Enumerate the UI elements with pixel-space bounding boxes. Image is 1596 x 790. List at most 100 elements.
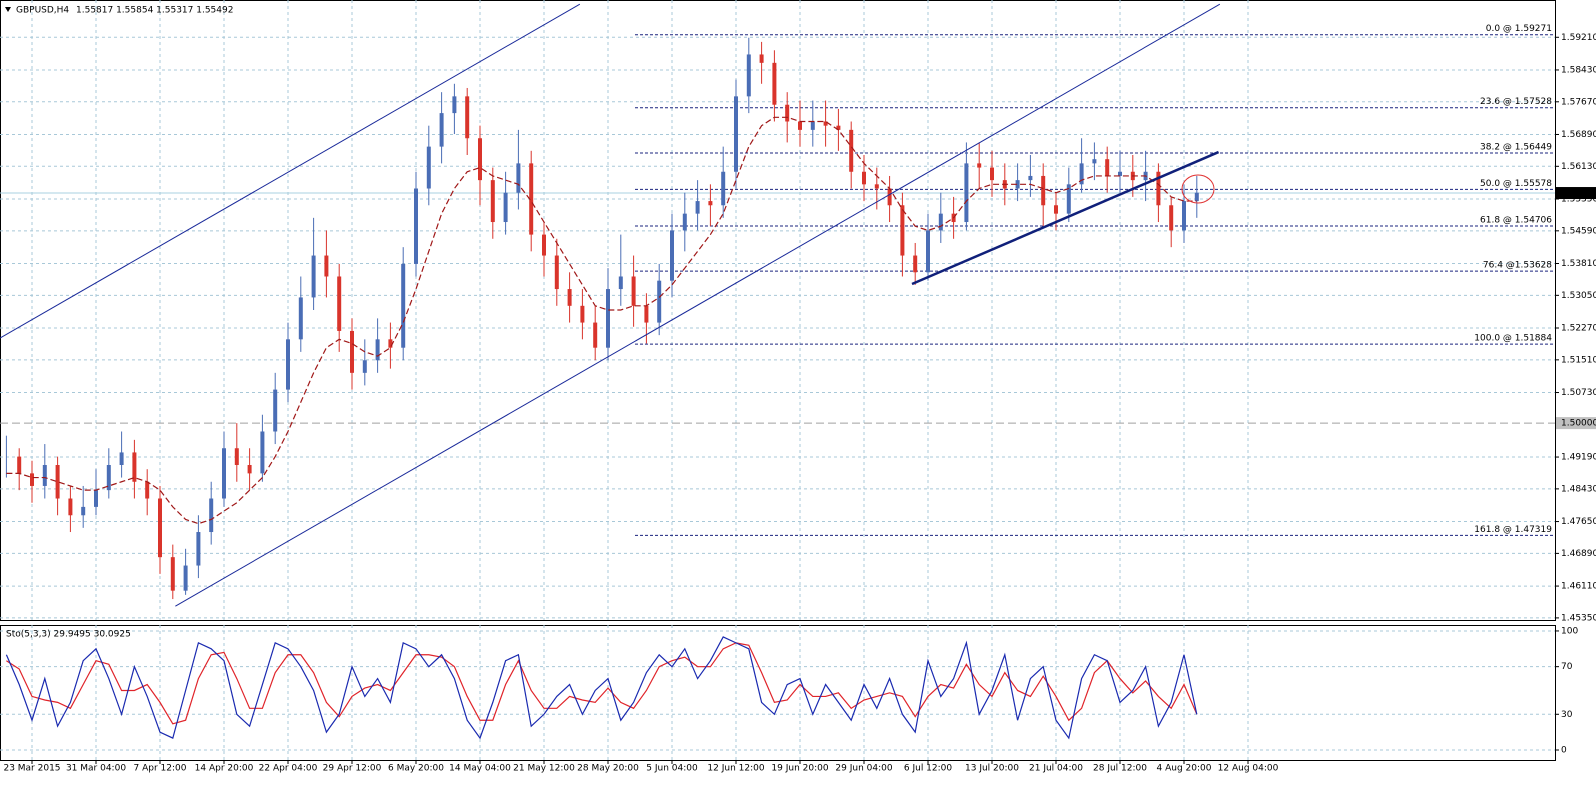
fib-label: 61.8 @ 1.54706 — [1480, 215, 1552, 225]
candle-body — [682, 213, 687, 231]
candle-body — [1066, 184, 1071, 214]
candle-body — [17, 456, 22, 474]
candle-body — [721, 171, 726, 206]
candle-body — [695, 201, 700, 214]
candle-body — [503, 192, 508, 223]
level-label: 1.50000 — [1561, 419, 1596, 429]
candle-body — [414, 188, 418, 264]
candle-body — [350, 330, 354, 373]
y-tick-label: 1.55350 — [1561, 194, 1596, 204]
y-tick-label: 1.45350 — [1561, 613, 1596, 623]
chart-subtitle: 1.55817 1.55854 1.55317 1.55492 — [76, 6, 233, 16]
candle-body — [222, 448, 226, 499]
y-tick-label: 1.48430 — [1561, 484, 1596, 494]
candle-body — [810, 121, 815, 130]
candle-body — [286, 339, 290, 390]
trendline — [175, 3, 1221, 607]
candle-body — [990, 167, 994, 181]
candle-body — [94, 490, 98, 507]
candle-body — [362, 360, 367, 373]
candle-body — [1092, 159, 1097, 164]
x-tick-label: 31 Mar 04:00 — [66, 764, 126, 774]
x-tick-label: 19 Jun 20:00 — [771, 764, 828, 774]
candle-body — [81, 506, 86, 516]
candle-body — [772, 62, 777, 105]
candle-body — [593, 322, 598, 348]
x-tick-label: 7 Apr 12:00 — [134, 764, 187, 774]
y-tick-label: 1.54590 — [1561, 226, 1596, 236]
y-tick-label: 100 — [1561, 626, 1578, 636]
candle-body — [567, 289, 572, 306]
chart-title: GBPUSD,H4 — [16, 6, 69, 16]
candle-body — [426, 146, 431, 189]
indicator-title: Sto(5,3,3) 29.9495 30.0925 — [6, 630, 131, 640]
x-tick-label: 23 Mar 2015 — [3, 764, 60, 774]
y-tick-label: 1.52270 — [1561, 324, 1596, 334]
candle-body — [247, 465, 252, 474]
candle-body — [759, 54, 764, 63]
y-tick-label: 1.50730 — [1561, 388, 1596, 398]
candle-body — [1079, 163, 1084, 185]
y-tick-label: 1.59210 — [1561, 33, 1596, 43]
candle-body — [337, 276, 342, 331]
candle-body — [529, 163, 534, 235]
x-tick-label: 4 Aug 20:00 — [1157, 764, 1212, 774]
candle-body — [823, 121, 828, 126]
y-tick-label: 1.58430 — [1561, 65, 1596, 75]
candle-body — [170, 557, 175, 591]
x-tick-label: 5 Jun 04:00 — [646, 764, 698, 774]
candle-body — [862, 171, 866, 185]
x-tick-label: 21 Jul 04:00 — [1029, 764, 1083, 774]
candle-body — [273, 389, 278, 432]
candle-body — [542, 234, 546, 256]
candle-body — [490, 180, 495, 223]
candle-body — [798, 121, 802, 130]
candle-body — [926, 230, 930, 273]
current-price-label: 1.55492 — [1560, 189, 1596, 199]
candle-body — [209, 498, 214, 533]
candle-body — [631, 276, 636, 306]
candle-body — [68, 498, 73, 516]
x-tick-label: 14 May 04:00 — [449, 764, 511, 774]
candle-body — [55, 465, 60, 499]
candle-body — [874, 184, 879, 189]
candle-body — [580, 305, 585, 323]
candle-body — [836, 125, 841, 130]
candle-body — [465, 96, 470, 139]
candle-body — [439, 113, 444, 147]
candle-body — [887, 188, 892, 206]
x-tick-label: 29 Jun 04:00 — [835, 764, 892, 774]
y-tick-label: 1.49190 — [1561, 453, 1596, 463]
x-tick-label: 12 Aug 04:00 — [1218, 764, 1279, 774]
fib-label: 0.0 @ 1.59271 — [1486, 24, 1552, 34]
symbol-icon — [5, 7, 11, 12]
candle-body — [516, 163, 521, 193]
candle-body — [1015, 180, 1020, 189]
candle-body — [849, 129, 854, 172]
candle-body — [746, 54, 751, 97]
candle-body — [234, 448, 239, 465]
candle-body — [183, 565, 188, 591]
candle-body — [324, 255, 329, 277]
candle-body — [644, 305, 649, 323]
candle-body — [606, 289, 610, 348]
y-tick-label: 1.53050 — [1561, 291, 1596, 301]
fib-label: 23.6 @ 1.57528 — [1480, 97, 1552, 107]
candle-body — [119, 452, 124, 465]
candle-body — [260, 431, 265, 474]
trendline — [0, 3, 581, 339]
candle-body — [375, 339, 380, 361]
candle-body — [311, 255, 316, 298]
candle-body — [977, 163, 982, 168]
y-tick-label: 30 — [1561, 710, 1573, 720]
y-tick-label: 1.51510 — [1561, 355, 1596, 365]
stochastic-line — [6, 642, 1198, 725]
x-tick-label: 6 May 20:00 — [388, 764, 444, 774]
candle-body — [785, 104, 790, 122]
x-tick-label: 13 Jul 20:00 — [965, 764, 1019, 774]
main-panel — [0, 0, 1556, 621]
candle-body — [938, 213, 943, 231]
